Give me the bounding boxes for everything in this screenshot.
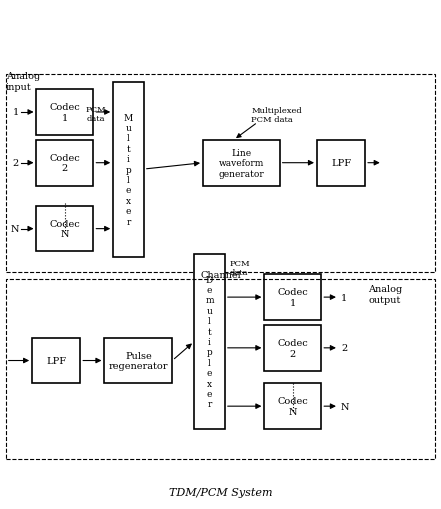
Text: Channel: Channel	[200, 270, 241, 279]
Text: Line
waveform
generator: Line waveform generator	[218, 149, 264, 178]
Text: N: N	[11, 224, 19, 234]
Text: Codec
2: Codec 2	[49, 154, 80, 173]
Text: TDM/PCM System: TDM/PCM System	[169, 488, 272, 497]
Text: 2: 2	[341, 344, 347, 353]
FancyBboxPatch shape	[203, 140, 280, 186]
FancyBboxPatch shape	[113, 82, 144, 257]
FancyBboxPatch shape	[37, 140, 93, 186]
Text: PCM
data: PCM data	[229, 260, 250, 277]
FancyBboxPatch shape	[317, 140, 365, 186]
Text: Codec
N: Codec N	[277, 397, 308, 416]
Text: 1: 1	[13, 108, 19, 117]
Text: D
e
m
u
l
t
i
p
l
e
x
e
r: D e m u l t i p l e x e r	[205, 275, 214, 409]
Text: LPF: LPF	[46, 356, 66, 365]
FancyBboxPatch shape	[37, 207, 93, 252]
FancyBboxPatch shape	[264, 384, 321, 429]
Text: Codec
N: Codec N	[49, 219, 80, 239]
Text: Analog
output: Analog output	[368, 285, 402, 304]
Text: M
u
l
t
i
p
l
e
x
e
r: M u l t i p l e x e r	[124, 114, 133, 226]
Text: 1: 1	[341, 293, 347, 302]
Text: 2: 2	[13, 159, 19, 168]
FancyBboxPatch shape	[264, 325, 321, 371]
FancyBboxPatch shape	[264, 275, 321, 320]
Text: Codec
2: Codec 2	[277, 338, 308, 358]
FancyBboxPatch shape	[194, 254, 225, 429]
Text: LPF: LPF	[331, 159, 351, 168]
Text: Analog
input: Analog input	[6, 72, 40, 92]
FancyBboxPatch shape	[37, 90, 93, 135]
FancyBboxPatch shape	[32, 338, 80, 384]
Text: N: N	[341, 402, 350, 411]
Text: Multiplexed
PCM data: Multiplexed PCM data	[251, 107, 302, 124]
Text: PCM
data: PCM data	[85, 106, 106, 123]
Text: Pulse
regenerator: Pulse regenerator	[108, 351, 168, 371]
Text: Codec
1: Codec 1	[49, 103, 80, 123]
FancyBboxPatch shape	[105, 338, 172, 384]
Text: Codec
1: Codec 1	[277, 288, 308, 307]
